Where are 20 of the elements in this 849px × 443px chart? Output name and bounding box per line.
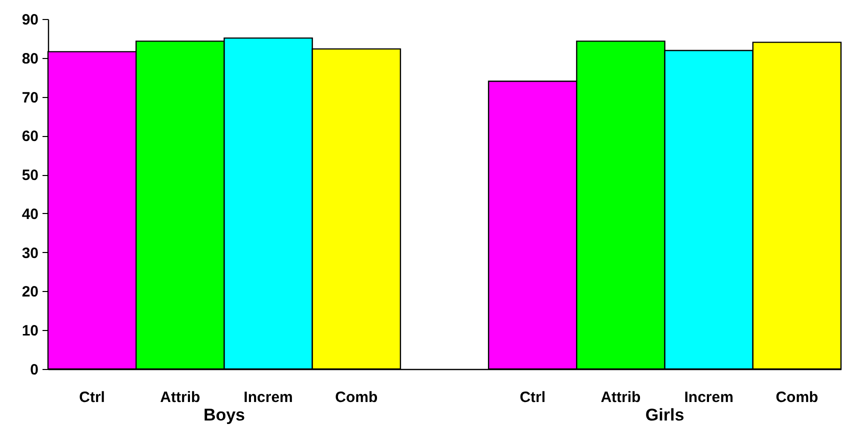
y-tick-label: 10 xyxy=(22,322,38,340)
text: Attrib xyxy=(600,389,641,406)
series-label: Attrib xyxy=(160,389,200,406)
y-tick-label: 0 xyxy=(30,362,38,378)
y-tick-label: 60 xyxy=(22,128,38,146)
text: Comb xyxy=(776,389,818,406)
series-label: Increm xyxy=(244,389,293,406)
text: Increm xyxy=(684,389,734,406)
text: Ctrl xyxy=(520,389,546,406)
y-tick-label: 80 xyxy=(22,50,38,68)
series-label: Ctrl xyxy=(79,389,105,406)
y-tick-label: 90 xyxy=(22,12,38,28)
y-tick-label: 40 xyxy=(22,206,38,223)
y-tick-label: 30 xyxy=(22,244,38,262)
y-tick-label: 50 xyxy=(22,167,38,184)
x-tick-label: Girls xyxy=(645,406,684,424)
y-tick-label: 70 xyxy=(22,89,38,106)
series-label: Comb xyxy=(335,389,378,406)
y-tick-label: 20 xyxy=(22,284,38,301)
x-tick-label: Boys xyxy=(203,406,246,424)
